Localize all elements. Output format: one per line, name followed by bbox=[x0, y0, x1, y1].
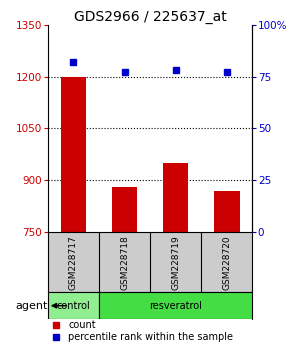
Bar bbox=[99, 292, 252, 319]
Bar bbox=[214, 191, 240, 232]
Bar bbox=[61, 76, 86, 232]
Text: percentile rank within the sample: percentile rank within the sample bbox=[68, 332, 233, 342]
Text: GSM228718: GSM228718 bbox=[120, 235, 129, 290]
Text: GSM228720: GSM228720 bbox=[222, 235, 231, 290]
Bar bbox=[163, 163, 188, 232]
Text: GSM228717: GSM228717 bbox=[69, 235, 78, 290]
Text: resveratrol: resveratrol bbox=[149, 301, 202, 311]
Text: GSM228719: GSM228719 bbox=[171, 235, 180, 290]
Bar bbox=[48, 292, 99, 319]
Title: GDS2966 / 225637_at: GDS2966 / 225637_at bbox=[74, 10, 226, 24]
Text: count: count bbox=[68, 320, 96, 330]
Bar bbox=[112, 187, 137, 232]
Text: agent: agent bbox=[15, 301, 48, 311]
Text: control: control bbox=[57, 301, 90, 311]
